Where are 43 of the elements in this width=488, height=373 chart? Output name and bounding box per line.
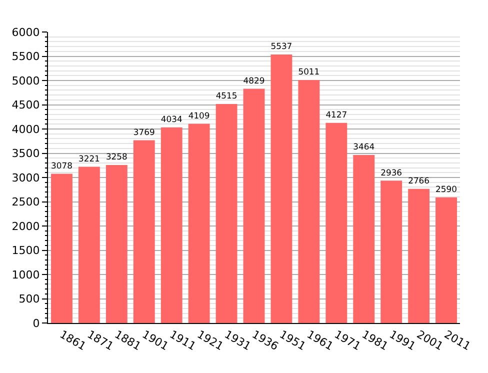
bar (380, 180, 402, 323)
y-tick-label: 0 (32, 316, 40, 330)
y-tick-label: 3000 (12, 171, 40, 184)
bar (51, 174, 72, 323)
data-label: 3221 (78, 153, 100, 164)
data-label: 3464 (353, 142, 375, 152)
data-label: 2936 (380, 167, 402, 178)
bar (243, 88, 265, 323)
bar (408, 188, 430, 323)
data-label: 4034 (160, 114, 182, 124)
y-tick-label: 1000 (12, 268, 40, 282)
y-tick-label: 6000 (12, 26, 40, 39)
data-label: 4127 (326, 110, 348, 120)
data-label: 4109 (188, 110, 210, 120)
bar (436, 197, 457, 323)
data-label: 4515 (216, 90, 238, 101)
y-tick-label: 5000 (12, 74, 40, 88)
data-label: 2590 (436, 184, 457, 194)
data-label: 2766 (408, 176, 430, 186)
data-label: 5011 (298, 66, 320, 77)
bar (160, 127, 182, 323)
y-tick-label: 2000 (12, 220, 40, 233)
bar (353, 155, 375, 323)
data-label: 3078 (51, 160, 72, 170)
data-label: 3769 (133, 126, 155, 137)
bar (133, 140, 155, 323)
data-label: 4829 (243, 75, 265, 86)
bar (216, 104, 238, 323)
y-tick-label: 4500 (12, 98, 40, 112)
bar (106, 164, 128, 323)
data-label: 3258 (106, 152, 128, 162)
bar (270, 54, 292, 323)
y-tick-label: 2500 (12, 196, 40, 209)
bar (188, 124, 210, 323)
bar (298, 80, 320, 323)
y-tick-label: 5500 (12, 50, 40, 64)
y-tick-label: 3500 (12, 147, 40, 160)
data-label: 5537 (270, 41, 292, 52)
y-tick-label: 1500 (12, 244, 40, 258)
bar (326, 122, 348, 323)
y-tick-label: 4000 (12, 122, 40, 136)
y-tick-label: 500 (18, 292, 40, 306)
bar (78, 166, 100, 323)
